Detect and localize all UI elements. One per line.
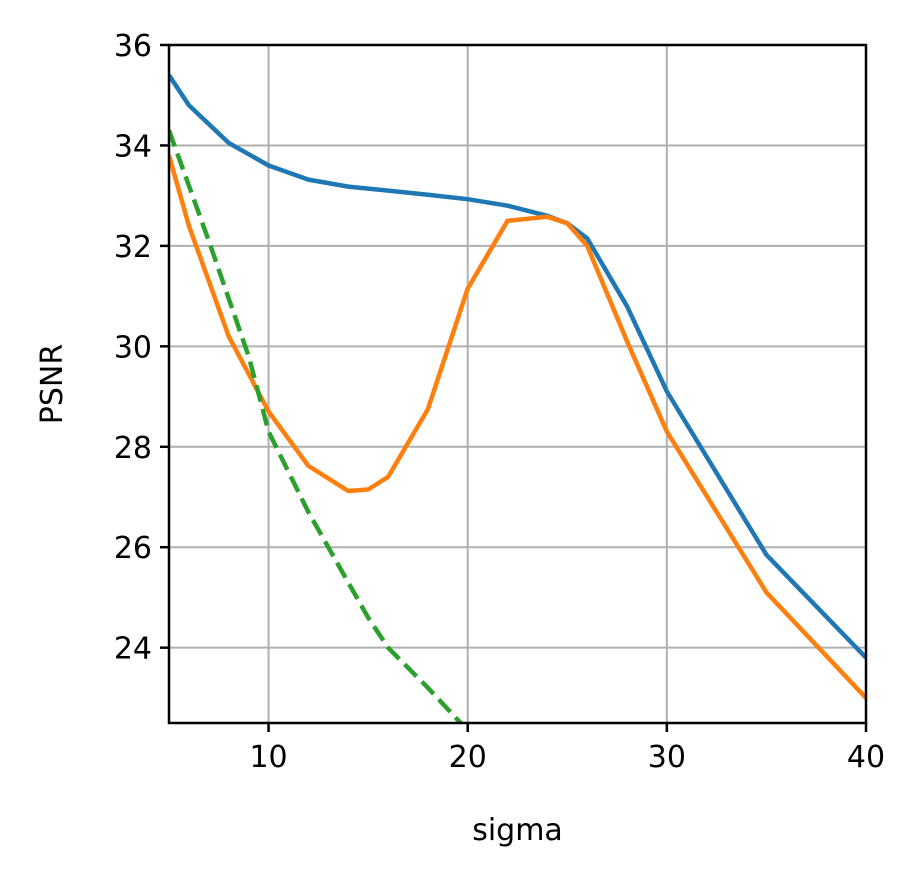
axis-ticks: 10 20 30 40 24 26 28 30 32 34 36 [114,29,885,775]
y-tick-label: 32 [114,230,152,265]
series-line-3 [169,129,464,723]
y-tick-label: 28 [114,431,152,466]
series-line-1 [169,73,866,660]
x-tick-label: 10 [249,740,287,775]
y-tick-label: 36 [114,29,152,64]
y-tick-label: 30 [114,330,152,365]
grid [169,44,867,723]
y-tick-label: 34 [114,129,152,164]
plot-series [169,73,866,723]
x-tick-label: 30 [648,740,686,775]
y-tick-label: 24 [114,632,152,667]
x-tick-label: 20 [449,740,487,775]
x-tick-label: 40 [847,740,885,775]
y-axis-label: PSNR [35,344,70,424]
y-tick-label: 26 [114,531,152,566]
series-line-2 [169,154,866,700]
plot-frame [167,43,868,725]
x-axis-label: sigma [472,813,563,848]
